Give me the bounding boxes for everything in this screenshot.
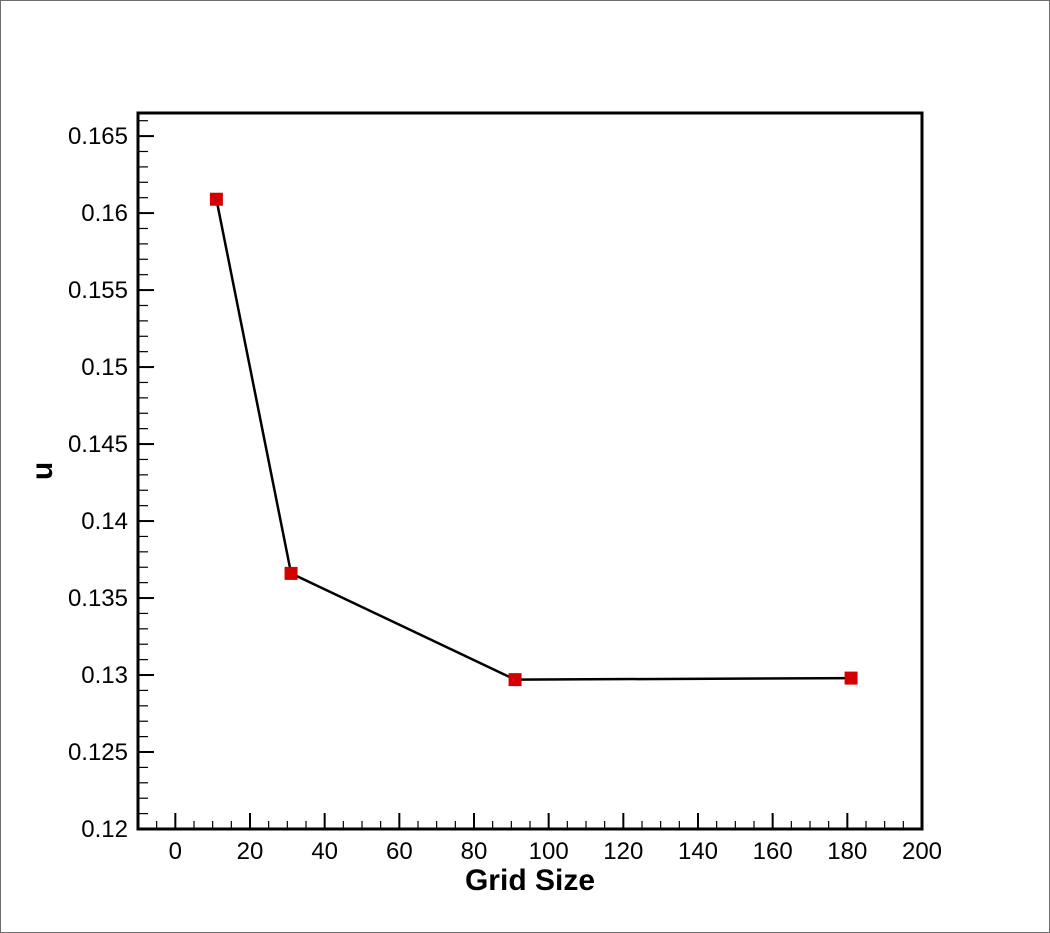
y-tick-label: 0.145 <box>68 431 128 458</box>
x-tick-label: 100 <box>529 838 569 865</box>
x-tick-label: 160 <box>753 838 793 865</box>
major-ticks <box>138 135 923 830</box>
x-tick-label: 140 <box>678 838 718 865</box>
x-tick-label: 180 <box>827 838 867 865</box>
y-tick-label: 0.16 <box>81 200 128 227</box>
plot-area-border <box>136 111 924 831</box>
x-tick-label: 60 <box>386 838 413 865</box>
x-axis-title: Grid Size <box>465 864 595 897</box>
x-tick-label: 200 <box>902 838 942 865</box>
x-tick-label: 0 <box>169 838 182 865</box>
y-axis-title: u <box>26 462 59 480</box>
y-tick-label: 0.125 <box>68 739 128 766</box>
x-tick-label: 40 <box>311 838 338 865</box>
data-point-marker <box>844 671 858 685</box>
y-tick-labels: 0.12 0.125 0.13 0.135 0.14 0.145 0.15 0.155 0.16… <box>68 123 128 843</box>
y-tick-label: 0.13 <box>81 662 128 689</box>
series-layer <box>209 192 858 687</box>
y-tick-label: 0.155 <box>68 277 128 304</box>
x-tick-labels: 0 20 40 60 80 100 120 140 160 180 200 <box>169 838 942 865</box>
data-point-marker <box>209 192 223 206</box>
y-tick-label: 0.135 <box>68 585 128 612</box>
data-point-marker <box>508 673 522 687</box>
y-tick-label: 0.14 <box>81 508 128 535</box>
y-tick-label: 0.165 <box>68 123 128 150</box>
x-tick-label: 20 <box>237 838 264 865</box>
data-point-marker <box>284 566 298 580</box>
x-tick-label: 120 <box>603 838 643 865</box>
series-line <box>215 198 852 681</box>
minor-ticks <box>138 120 904 829</box>
y-tick-label: 0.15 <box>81 354 128 381</box>
y-tick-label: 0.12 <box>81 816 128 843</box>
x-tick-label: 80 <box>461 838 488 865</box>
